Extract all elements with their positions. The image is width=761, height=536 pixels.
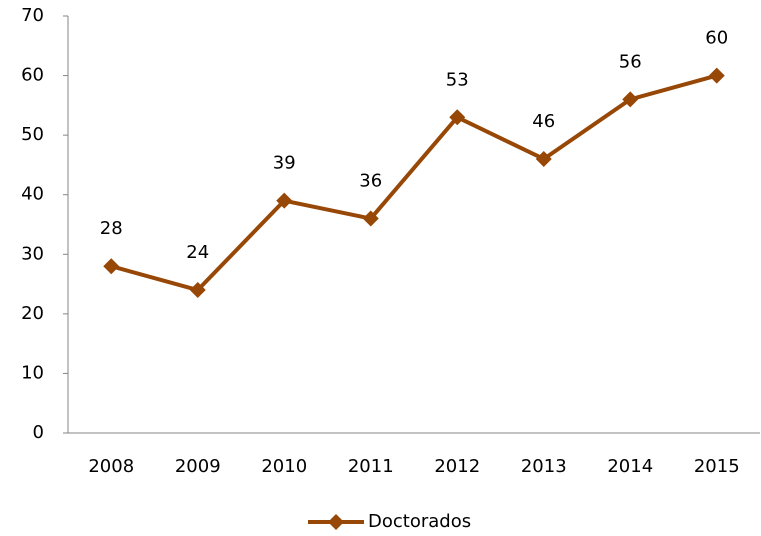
marker <box>708 67 725 84</box>
x-tick-label: 2014 <box>607 456 653 477</box>
marker <box>449 109 466 126</box>
x-tick-label: 2010 <box>261 456 307 477</box>
y-tick-label: 0 <box>33 422 44 443</box>
x-tick-label: 2009 <box>175 456 221 477</box>
marker <box>362 210 379 227</box>
marker <box>103 258 120 275</box>
data-label: 60 <box>705 28 728 49</box>
marker <box>622 91 639 108</box>
x-tick-label: 2011 <box>348 456 394 477</box>
marker <box>276 192 293 209</box>
x-tick-label: 2008 <box>88 456 134 477</box>
marker <box>189 282 206 299</box>
data-label: 53 <box>446 69 469 90</box>
data-label: 36 <box>359 171 382 192</box>
y-tick-label: 30 <box>21 243 44 264</box>
y-tick-label: 40 <box>21 184 44 205</box>
y-tick-label: 10 <box>21 362 44 383</box>
data-label: 56 <box>619 51 642 72</box>
data-label: 28 <box>100 218 123 239</box>
legend-label: Doctorados <box>368 511 471 532</box>
data-label: 24 <box>186 242 209 263</box>
x-tick-label: 2015 <box>694 456 740 477</box>
x-tick-label: 2012 <box>434 456 480 477</box>
y-tick-label: 20 <box>21 303 44 324</box>
x-tick-label: 2013 <box>521 456 567 477</box>
marker <box>535 150 552 167</box>
y-tick-label: 50 <box>21 124 44 145</box>
y-tick-label: 60 <box>21 65 44 86</box>
data-label: 39 <box>273 153 296 174</box>
series-line <box>110 73 718 293</box>
data-label: 46 <box>532 111 555 132</box>
legend-marker <box>328 514 344 530</box>
y-tick-label: 70 <box>21 5 44 26</box>
